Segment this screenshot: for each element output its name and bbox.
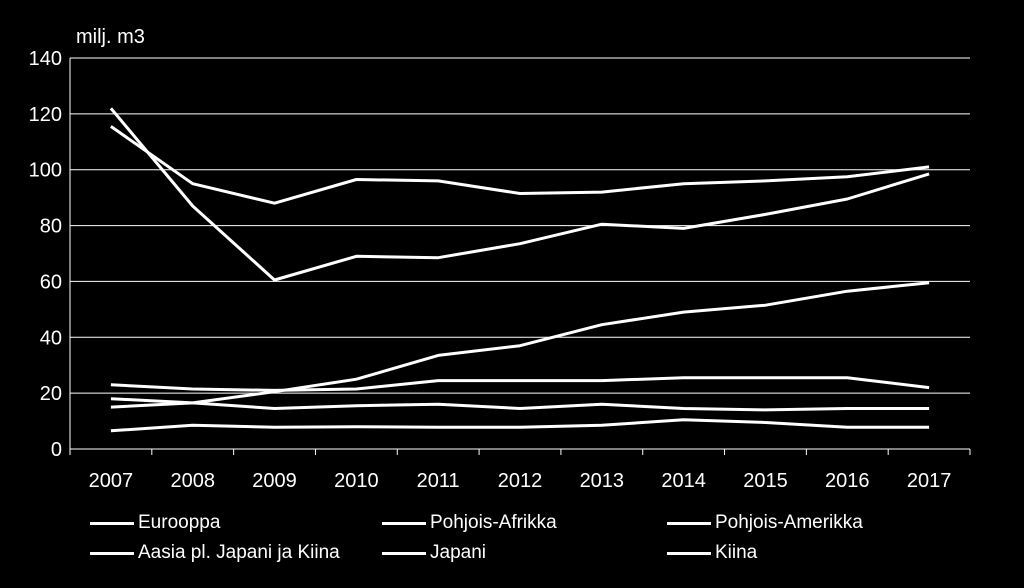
legend-item: Japani [382,542,486,564]
series-line-2 [109,107,930,282]
x-tick-label: 2008 [170,470,215,492]
y-tick-label: 120 [29,104,62,126]
x-tick-label: 2007 [89,470,134,492]
y-tick-label: 140 [29,48,62,70]
legend-item: Eurooppa [90,512,220,534]
series-line-3 [110,281,930,409]
legend-label: Aasia pl. Japani ja Kiina [138,542,340,563]
y-tick-label: 100 [29,160,62,182]
series-line-4 [110,376,930,392]
legend-swatch [382,551,426,555]
legend-swatch [667,551,711,555]
series-line-6 [110,418,930,433]
legend-item: Kiina [667,542,757,564]
legend-swatch [90,521,134,525]
legend-swatch [382,521,426,525]
y-tick-label: 80 [40,216,62,238]
y-axis-unit-label: milj. m3 [76,26,145,48]
legend-label: Japani [430,542,486,563]
legend-label: Pohjois-Afrikka [430,512,557,533]
x-tick-label: 2011 [417,470,460,492]
x-tick-label: 2015 [743,470,788,492]
legend-label: Kiina [715,542,758,563]
series-line-1 [110,125,930,205]
legend-swatch [90,551,134,555]
x-tick-label: 2013 [580,470,625,492]
x-tick-label: 2010 [334,470,379,492]
x-tick-label: 2016 [825,470,870,492]
legend-item: Pohjois-Afrikka [382,512,557,534]
series-line-5 [110,397,930,412]
x-tick-label: 2017 [907,470,952,492]
x-tick-label: 2009 [252,470,297,492]
y-tick-label: 0 [51,439,62,461]
x-tick-label: 2012 [498,470,543,492]
legend-item: Pohjois-Amerikka [667,512,863,534]
legend-label: Pohjois-Amerikka [715,512,863,533]
legend-item: Aasia pl. Japani ja Kiina [90,542,340,564]
y-tick-label: 40 [40,327,62,349]
y-tick-label: 60 [40,271,62,293]
y-tick-label: 20 [40,383,62,405]
legend-swatch [667,521,711,525]
x-tick-label: 2014 [661,470,706,492]
legend-label: Eurooppa [138,512,221,533]
